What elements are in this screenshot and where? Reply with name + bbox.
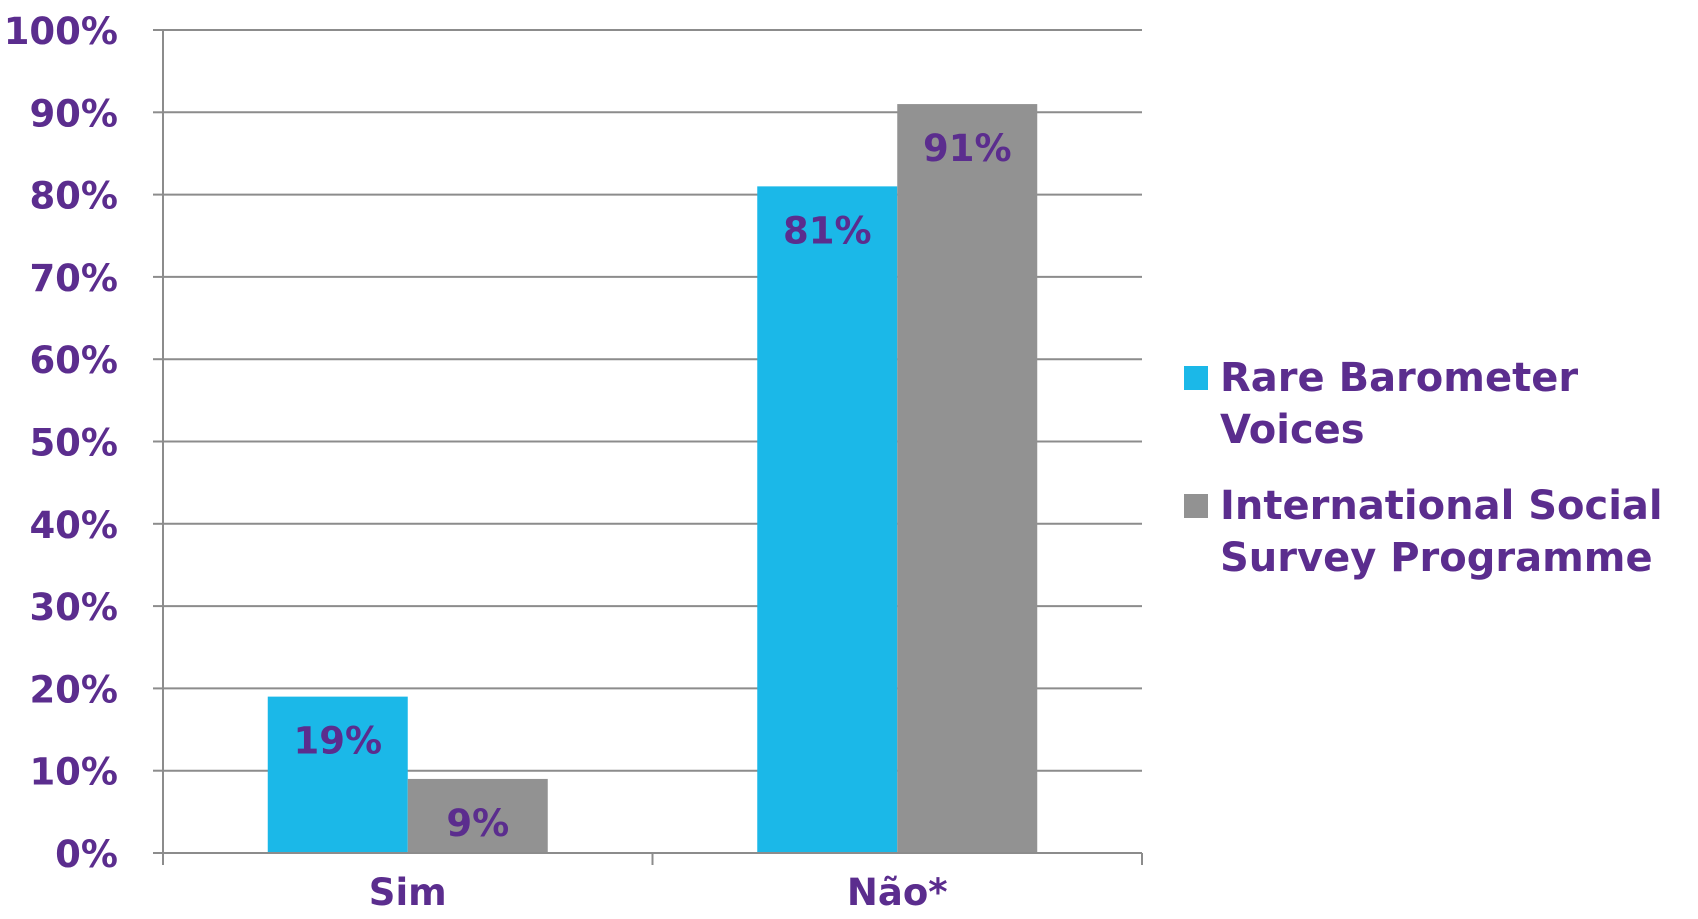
bar-series-2-1 xyxy=(407,778,548,853)
legend-label-series-2: International Social Survey Programme xyxy=(1220,483,1663,581)
bar-series-1-2 xyxy=(757,186,898,853)
legend-swatch-series-1 xyxy=(1184,366,1208,390)
data-label: 81% xyxy=(783,209,872,252)
data-label: 9% xyxy=(446,802,509,845)
bar-series-1-1 xyxy=(267,696,408,853)
y-tick-label: 0% xyxy=(55,833,118,876)
legend: Rare Barometer Voices International Soci… xyxy=(1184,352,1694,608)
bar-series-2-2 xyxy=(897,104,1038,853)
y-tick-label: 40% xyxy=(29,504,118,547)
bars xyxy=(267,104,1038,853)
data-label: 91% xyxy=(923,127,1012,170)
axes xyxy=(153,29,1143,865)
x-tick-label: Sim xyxy=(369,871,447,914)
x-tick-label: Não* xyxy=(847,871,948,914)
y-tick-label: 50% xyxy=(29,422,118,465)
legend-swatch-series-2 xyxy=(1184,494,1208,518)
y-tick-label: 70% xyxy=(29,257,118,300)
legend-item-series-1[interactable]: Rare Barometer Voices xyxy=(1184,352,1694,456)
legend-label-series-1: Rare Barometer Voices xyxy=(1220,355,1579,453)
y-tick-label: 20% xyxy=(29,668,118,711)
y-tick-label: 90% xyxy=(29,92,118,135)
legend-item-series-2[interactable]: International Social Survey Programme xyxy=(1184,480,1694,584)
gridlines xyxy=(163,29,1142,772)
data-labels: 0% 10% 20% 30% 40% 50% 60% 70% 80% 90% 100% 19% 9% Si… xyxy=(4,10,1012,914)
data-label: 19% xyxy=(293,720,382,763)
y-tick-label: 60% xyxy=(29,339,118,382)
y-tick-label: 10% xyxy=(29,751,118,794)
y-tick-label: 100% xyxy=(4,10,118,53)
y-tick-label: 30% xyxy=(29,586,118,629)
y-tick-label: 80% xyxy=(29,175,118,218)
